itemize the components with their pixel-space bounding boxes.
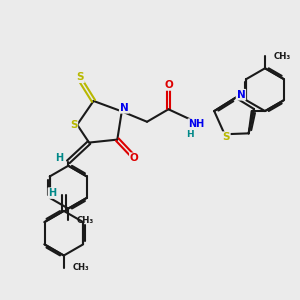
Text: CH₃: CH₃ (273, 52, 291, 61)
Text: CH₃: CH₃ (72, 263, 89, 272)
Text: N: N (120, 103, 128, 113)
Text: O: O (164, 80, 173, 90)
Text: S: S (76, 72, 84, 82)
Text: H: H (187, 130, 194, 139)
Text: N: N (237, 90, 245, 100)
Text: O: O (130, 153, 139, 163)
Text: NH: NH (188, 119, 205, 129)
Text: H: H (55, 153, 63, 163)
Text: S: S (70, 120, 77, 130)
Text: CH₃: CH₃ (76, 216, 94, 225)
Text: H: H (48, 188, 57, 198)
Text: S: S (222, 132, 230, 142)
